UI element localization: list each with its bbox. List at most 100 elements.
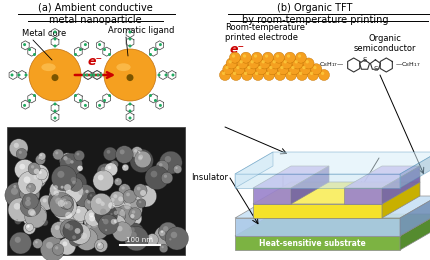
Circle shape bbox=[74, 94, 77, 97]
Circle shape bbox=[30, 171, 46, 188]
Circle shape bbox=[299, 72, 302, 75]
Circle shape bbox=[41, 219, 48, 226]
Circle shape bbox=[126, 74, 133, 81]
Circle shape bbox=[77, 165, 83, 171]
Polygon shape bbox=[344, 188, 382, 204]
Text: Organic
semiconductor: Organic semiconductor bbox=[354, 34, 416, 53]
Circle shape bbox=[117, 226, 123, 231]
Text: (b) Organic TFT
by room-temperature printing: (b) Organic TFT by room-temperature prin… bbox=[242, 3, 388, 25]
Circle shape bbox=[20, 196, 41, 217]
Circle shape bbox=[98, 244, 100, 246]
Circle shape bbox=[230, 69, 242, 81]
Circle shape bbox=[135, 154, 142, 160]
Circle shape bbox=[123, 190, 136, 203]
Circle shape bbox=[273, 52, 284, 63]
Circle shape bbox=[159, 230, 165, 236]
Polygon shape bbox=[291, 166, 329, 204]
Circle shape bbox=[226, 58, 237, 69]
Circle shape bbox=[39, 195, 54, 210]
Circle shape bbox=[58, 183, 69, 194]
Circle shape bbox=[225, 66, 229, 69]
Circle shape bbox=[149, 236, 153, 240]
Circle shape bbox=[254, 54, 257, 58]
Circle shape bbox=[56, 194, 72, 210]
Circle shape bbox=[171, 232, 177, 238]
Text: Room-temperature
printed electrode: Room-temperature printed electrode bbox=[225, 23, 305, 42]
Circle shape bbox=[84, 211, 106, 233]
Circle shape bbox=[72, 181, 76, 184]
Circle shape bbox=[103, 197, 126, 221]
Polygon shape bbox=[253, 204, 382, 218]
Circle shape bbox=[159, 104, 162, 107]
Circle shape bbox=[173, 165, 182, 173]
Circle shape bbox=[233, 72, 236, 75]
Circle shape bbox=[135, 151, 151, 168]
Circle shape bbox=[251, 60, 254, 63]
Circle shape bbox=[277, 72, 280, 75]
Circle shape bbox=[8, 198, 32, 222]
Circle shape bbox=[159, 43, 162, 46]
Circle shape bbox=[295, 60, 298, 63]
Circle shape bbox=[307, 69, 319, 81]
Circle shape bbox=[130, 214, 135, 218]
Circle shape bbox=[149, 94, 152, 97]
Circle shape bbox=[53, 44, 56, 48]
Circle shape bbox=[93, 170, 114, 191]
Circle shape bbox=[130, 232, 137, 238]
Text: Insulator: Insulator bbox=[191, 173, 228, 183]
Circle shape bbox=[243, 54, 246, 58]
Circle shape bbox=[129, 37, 132, 41]
Circle shape bbox=[68, 158, 80, 170]
Circle shape bbox=[19, 164, 25, 170]
Circle shape bbox=[159, 229, 167, 237]
Circle shape bbox=[101, 201, 103, 203]
Circle shape bbox=[69, 178, 83, 191]
Circle shape bbox=[159, 222, 178, 241]
Polygon shape bbox=[235, 196, 430, 218]
Circle shape bbox=[161, 230, 163, 233]
Circle shape bbox=[297, 69, 307, 81]
Circle shape bbox=[114, 194, 117, 198]
Circle shape bbox=[65, 212, 72, 219]
Text: Metal core: Metal core bbox=[22, 29, 66, 38]
Circle shape bbox=[108, 202, 115, 209]
Circle shape bbox=[280, 66, 283, 69]
Circle shape bbox=[34, 175, 38, 179]
Circle shape bbox=[164, 174, 167, 178]
Circle shape bbox=[14, 143, 19, 148]
Circle shape bbox=[28, 162, 40, 175]
Circle shape bbox=[61, 186, 64, 189]
Polygon shape bbox=[400, 196, 430, 236]
Circle shape bbox=[99, 74, 102, 76]
Circle shape bbox=[88, 192, 97, 202]
Circle shape bbox=[97, 164, 114, 180]
Circle shape bbox=[298, 54, 301, 58]
Circle shape bbox=[89, 74, 92, 76]
Ellipse shape bbox=[117, 63, 131, 71]
Text: Aromatic ligand: Aromatic ligand bbox=[108, 26, 175, 35]
Circle shape bbox=[53, 37, 56, 41]
Circle shape bbox=[160, 244, 168, 253]
Circle shape bbox=[122, 164, 129, 171]
Circle shape bbox=[161, 246, 164, 248]
Circle shape bbox=[270, 58, 281, 69]
Circle shape bbox=[72, 205, 88, 222]
Circle shape bbox=[124, 203, 131, 209]
Circle shape bbox=[111, 219, 117, 225]
Circle shape bbox=[122, 186, 125, 190]
Circle shape bbox=[137, 187, 141, 190]
Circle shape bbox=[165, 74, 168, 76]
Circle shape bbox=[76, 209, 80, 213]
Circle shape bbox=[25, 188, 30, 194]
Circle shape bbox=[102, 219, 104, 221]
Circle shape bbox=[25, 74, 28, 76]
Circle shape bbox=[321, 72, 324, 75]
Circle shape bbox=[33, 94, 36, 97]
Circle shape bbox=[129, 44, 132, 48]
Circle shape bbox=[237, 58, 248, 69]
Circle shape bbox=[84, 222, 97, 236]
Circle shape bbox=[161, 172, 173, 184]
Circle shape bbox=[134, 184, 147, 197]
Circle shape bbox=[72, 235, 76, 239]
Circle shape bbox=[110, 191, 124, 206]
